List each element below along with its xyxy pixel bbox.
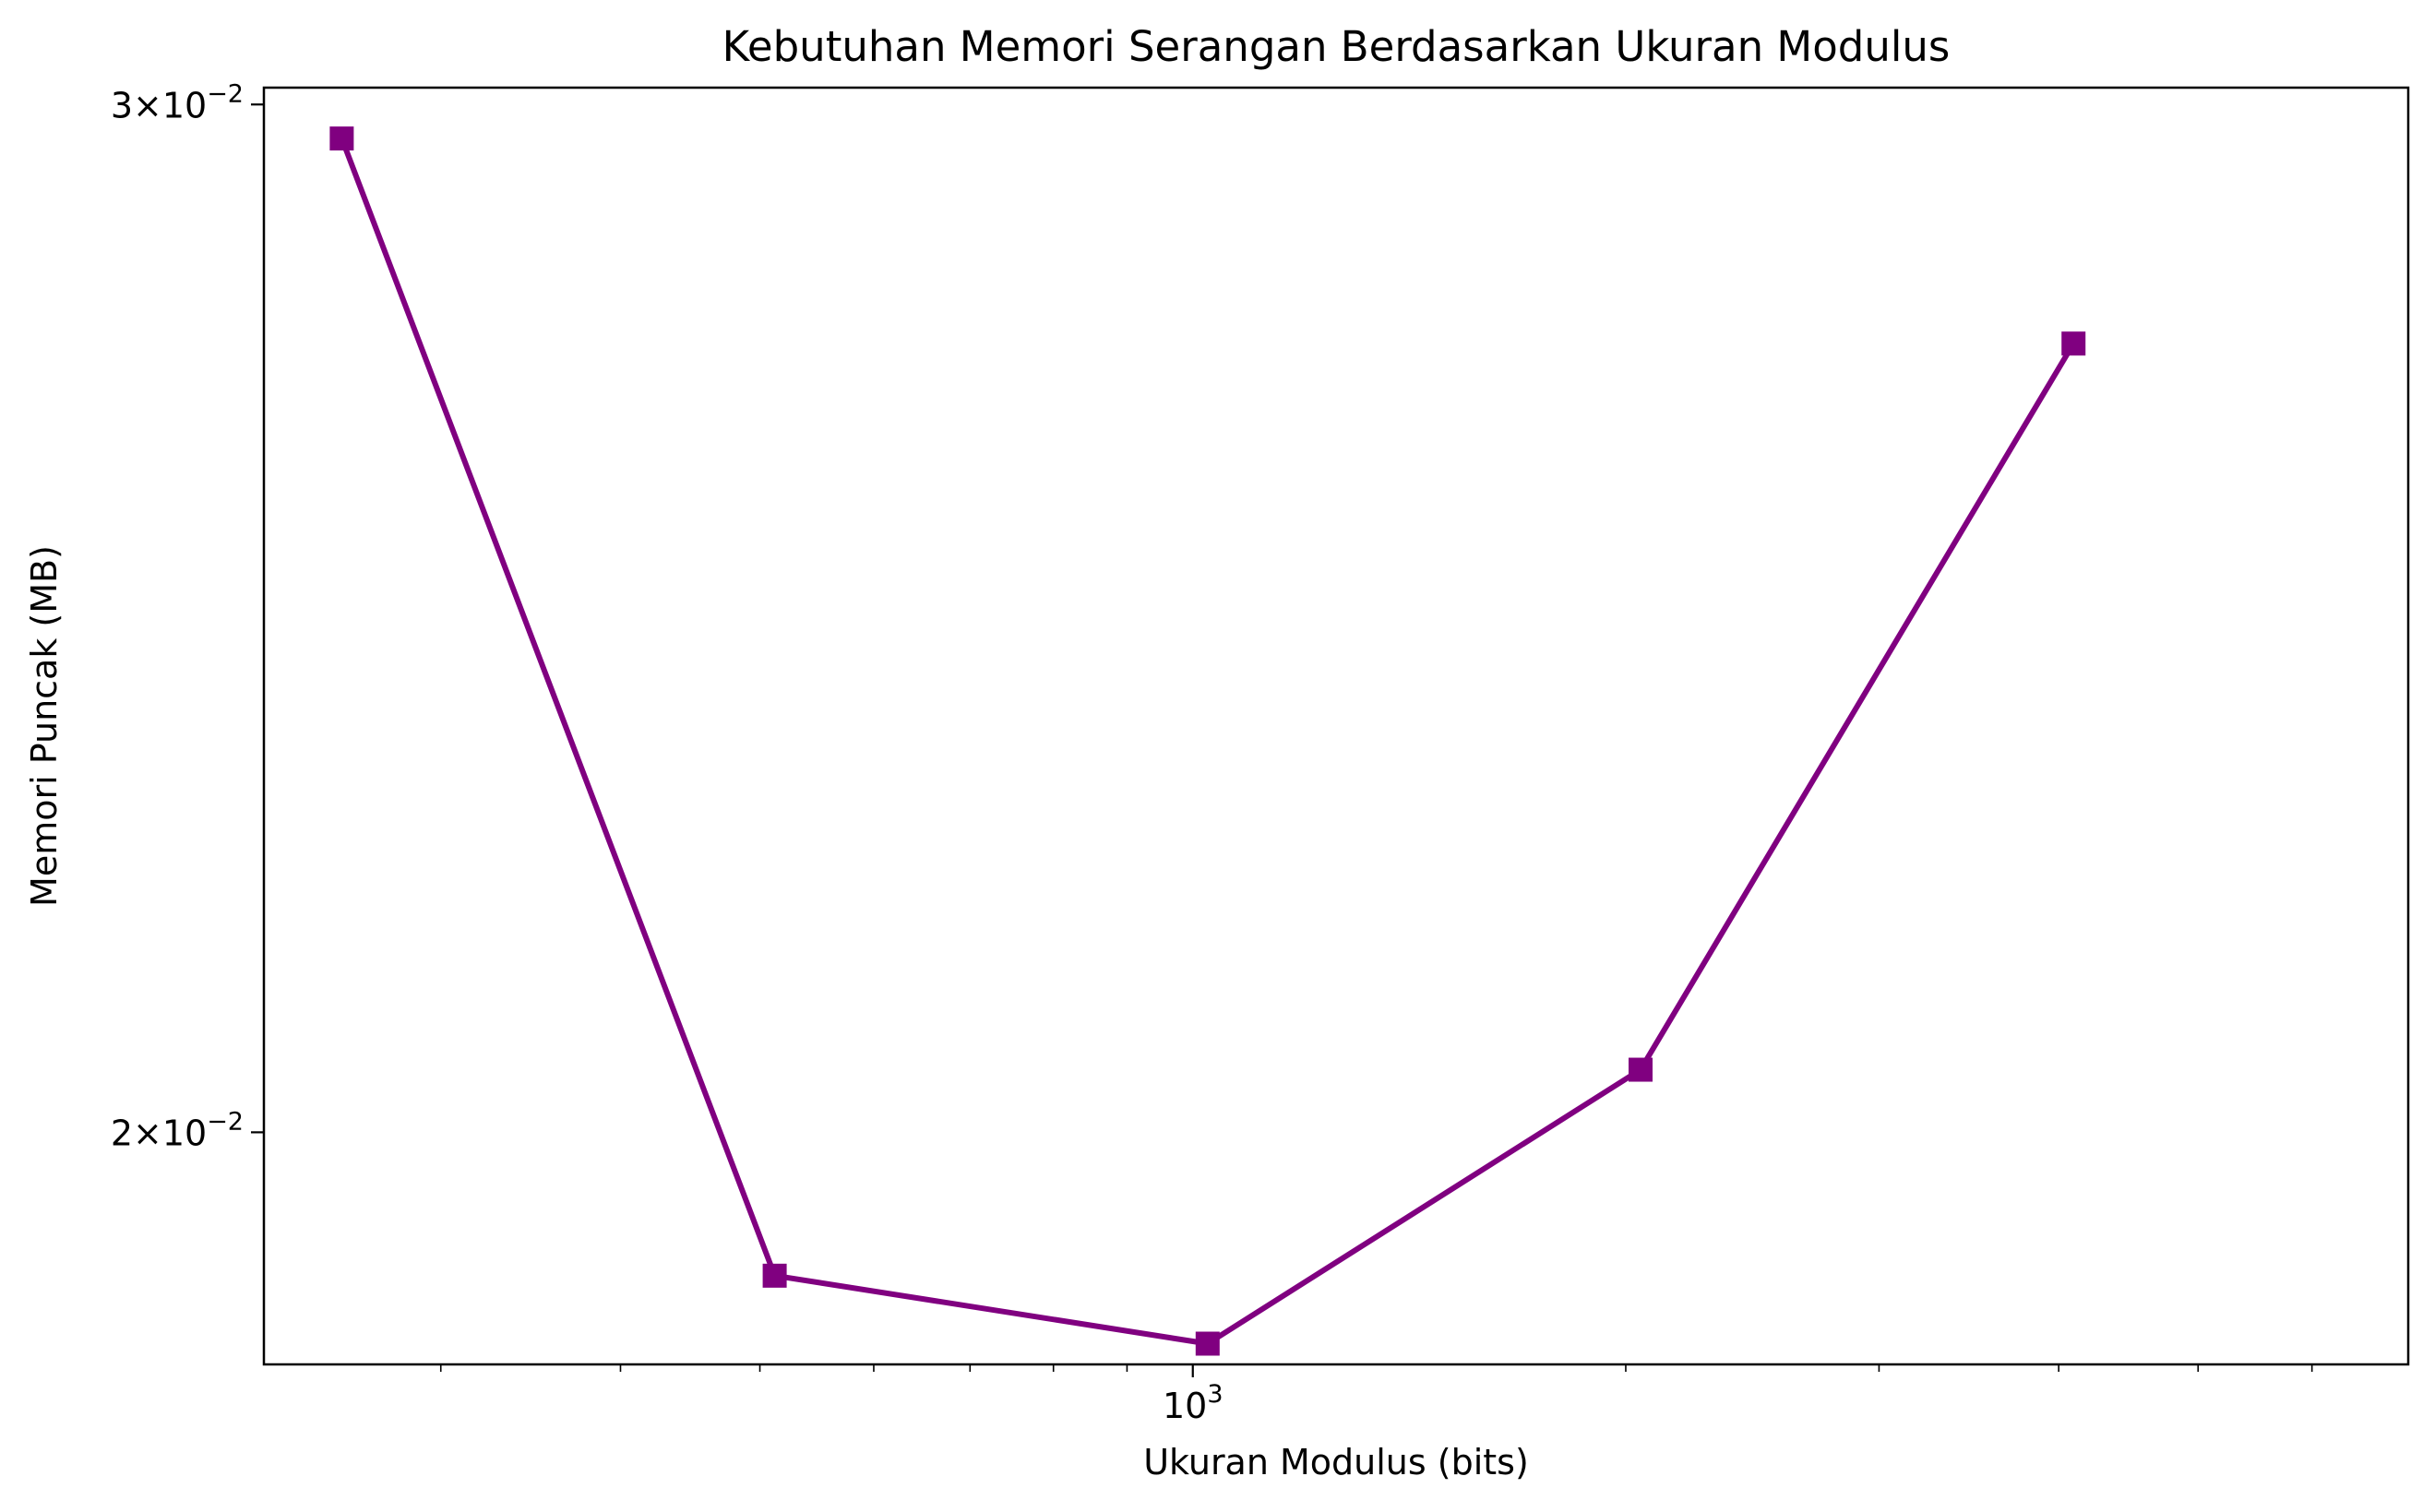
data-point-marker [762,1263,787,1288]
x-tick-label: 103 [1163,1380,1223,1426]
data-point-marker [1629,1057,1653,1082]
series-layer [329,126,2086,1356]
chart-title: Kebutuhan Memori Serangan Berdasarkan Uk… [722,22,1951,71]
data-point-marker [329,126,354,151]
y-tick-label: 2×10−2 [111,1107,244,1153]
y-axis: 2×10−2 3×10−2 [111,79,264,1153]
data-point-marker [1195,1331,1220,1356]
plot-frame [262,86,2410,1366]
x-axis-label: Ukuran Modulus (bits) [1143,1442,1529,1482]
x-axis: 103 [439,1364,2313,1426]
y-tick-label: 3×10−2 [111,79,244,125]
y-axis-label: Memori Puncak (MB) [24,545,65,907]
data-point-marker [2061,331,2086,356]
